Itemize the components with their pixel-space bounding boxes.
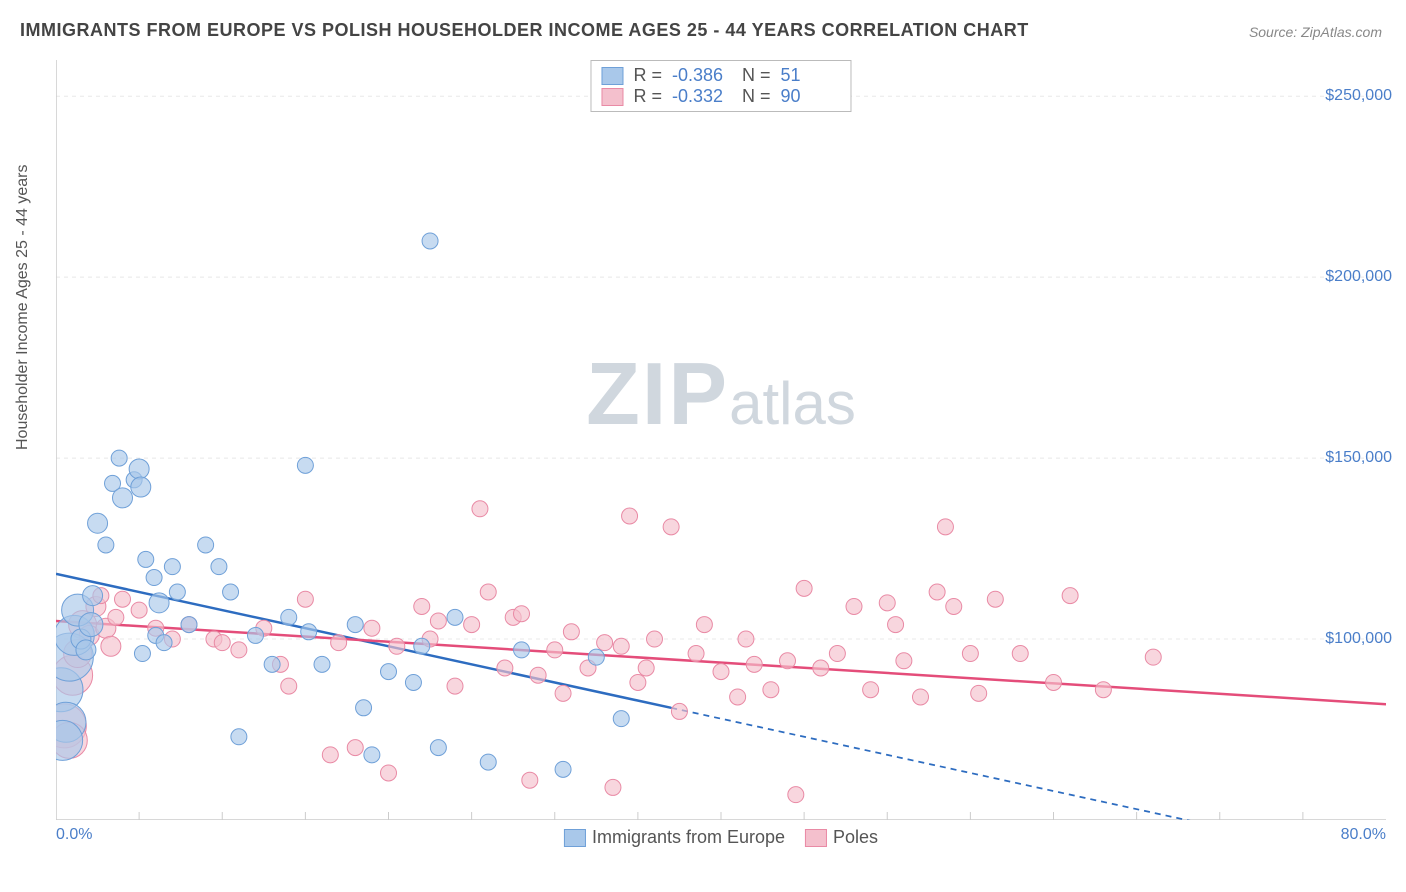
stat-label: N = — [742, 65, 771, 86]
chart-title: IMMIGRANTS FROM EUROPE VS POLISH HOUSEHO… — [20, 20, 1029, 41]
legend-stats-row: R = -0.332 N = 90 — [601, 86, 840, 107]
stat-label: R = — [633, 65, 662, 86]
legend-swatch-pink — [805, 829, 827, 847]
plot-area: ZIPatlas R = -0.386 N = 51 R = -0.332 N … — [56, 60, 1386, 820]
legend-stats: R = -0.386 N = 51 R = -0.332 N = 90 — [590, 60, 851, 112]
legend-swatch-blue — [564, 829, 586, 847]
legend-swatch-blue — [601, 67, 623, 85]
y-tick-label: $150,000 — [1325, 449, 1392, 467]
stat-r-blue: -0.386 — [672, 65, 732, 86]
x-tick-min: 0.0% — [56, 826, 92, 844]
legend-item: Poles — [805, 827, 878, 848]
chart-container: IMMIGRANTS FROM EUROPE VS POLISH HOUSEHO… — [0, 0, 1406, 892]
source-label: Source: ZipAtlas.com — [1249, 24, 1382, 40]
legend-item: Immigrants from Europe — [564, 827, 785, 848]
y-axis-label: Householder Income Ages 25 - 44 years — [14, 165, 32, 451]
stat-n-pink: 90 — [781, 86, 841, 107]
legend-stats-row: R = -0.386 N = 51 — [601, 65, 840, 86]
stat-r-pink: -0.332 — [672, 86, 732, 107]
y-tick-label: $200,000 — [1325, 268, 1392, 286]
legend-label: Immigrants from Europe — [592, 827, 785, 848]
stat-label: R = — [633, 86, 662, 107]
legend-swatch-pink — [601, 88, 623, 106]
legend-bottom: Immigrants from Europe Poles — [564, 827, 878, 848]
stat-n-blue: 51 — [781, 65, 841, 86]
y-tick-label: $100,000 — [1325, 630, 1392, 648]
chart-svg — [56, 60, 1386, 820]
y-tick-label: $250,000 — [1325, 87, 1392, 105]
legend-label: Poles — [833, 827, 878, 848]
x-tick-max: 80.0% — [1341, 826, 1386, 844]
stat-label: N = — [742, 86, 771, 107]
